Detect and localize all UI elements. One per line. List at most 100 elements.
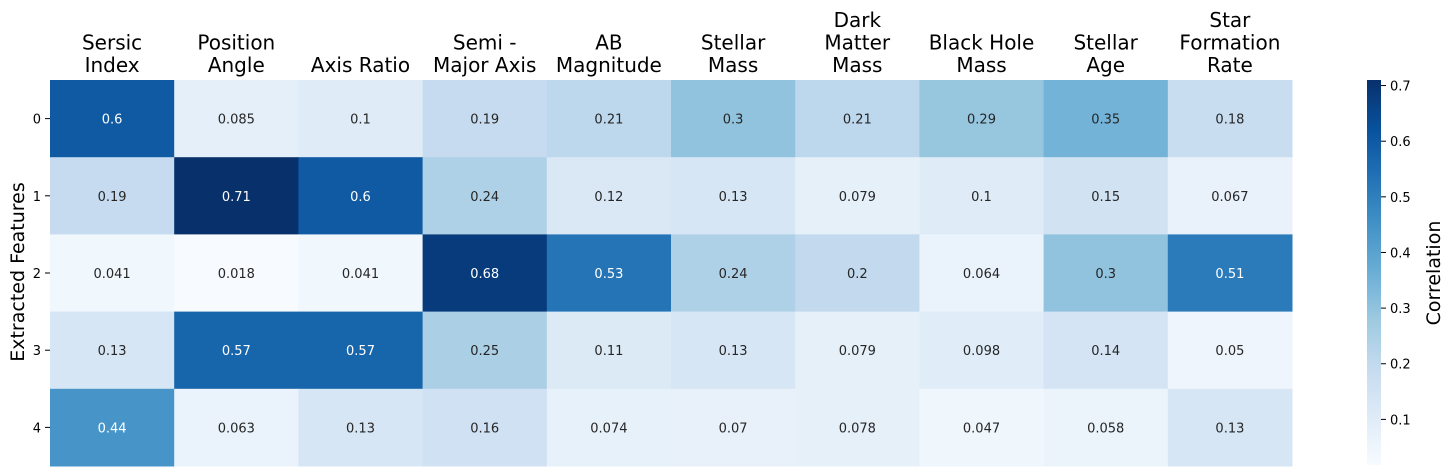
heatmap-cell — [919, 388, 1045, 467]
heatmap-cell — [919, 234, 1045, 313]
cell-value-label: 0.3 — [1095, 267, 1116, 282]
heatmap-cell — [546, 157, 672, 235]
cell-value-label: 0.19 — [470, 113, 499, 128]
heatmap-cell — [795, 157, 920, 235]
heatmap-cells: 0.6 0.085 0.1 0.19 0.21 0.3 0.21 0.29 0.35 0.18 0.… — [50, 80, 1293, 467]
column-label: Dark — [834, 8, 882, 32]
cell-value-label: 0.6 — [350, 190, 371, 205]
heatmap-cell — [546, 388, 672, 467]
colorbar-ticks: 0.1 0.2 0.3 0.4 0.5 0.6 0.7 — [1381, 80, 1411, 428]
cell-value-label: 0.13 — [346, 421, 375, 436]
column-label: Major Axis — [433, 53, 536, 77]
cell-value-label: 0.14 — [1091, 344, 1120, 359]
heatmap-cell — [671, 388, 796, 467]
cell-value-label: 0.57 — [346, 344, 375, 359]
heatmap-cell — [298, 388, 424, 467]
column-label: Matter — [824, 31, 891, 55]
cell-value-label: 0.018 — [218, 267, 255, 282]
heatmap-cell — [546, 234, 672, 313]
cell-value-label: 0.078 — [839, 421, 876, 436]
column-label: Stellar — [701, 31, 766, 55]
column-label: Star — [1209, 8, 1251, 32]
heatmap-cell — [795, 311, 920, 390]
cell-value-label: 0.21 — [843, 113, 872, 128]
cell-value-label: 0.064 — [963, 267, 1000, 282]
heatmap-cell — [422, 234, 548, 313]
heatmap-cell — [1167, 311, 1293, 390]
row-label: 0 — [33, 113, 41, 128]
cell-value-label: 0.1 — [971, 190, 992, 205]
cell-value-label: 0.18 — [1215, 113, 1244, 128]
heatmap-cell — [1043, 311, 1169, 390]
heatmap-cell — [174, 311, 299, 390]
heatmap-cell — [174, 80, 299, 158]
cell-value-label: 0.57 — [222, 344, 251, 359]
heatmap-cell — [174, 234, 299, 313]
heatmap-cell — [50, 157, 175, 235]
column-label: Sersic — [82, 31, 142, 55]
heatmap-cell — [1043, 234, 1169, 313]
cell-value-label: 0.53 — [594, 267, 623, 282]
cell-value-label: 0.3 — [723, 113, 744, 128]
heatmap-cell — [671, 234, 796, 313]
cell-value-label: 0.24 — [470, 190, 499, 205]
cell-value-label: 0.063 — [218, 421, 255, 436]
column-label: Index — [85, 53, 140, 77]
cell-value-label: 0.68 — [470, 267, 499, 282]
column-label: Stellar — [1073, 31, 1138, 55]
heatmap-cell — [795, 80, 920, 158]
cell-value-label: 0.13 — [1215, 421, 1244, 436]
colorbar-tick-label: 0.7 — [1390, 80, 1411, 95]
column-label: Age — [1086, 53, 1125, 77]
row-label: 3 — [33, 344, 41, 359]
column-label: AB — [595, 31, 622, 55]
heatmap-cell — [174, 157, 299, 235]
column-label: Angle — [208, 53, 265, 77]
cell-value-label: 0.25 — [470, 344, 499, 359]
heatmap-cell — [1167, 157, 1293, 235]
cell-value-label: 0.058 — [1087, 421, 1124, 436]
column-label: Rate — [1207, 53, 1253, 77]
heatmap-cell — [1043, 157, 1169, 235]
colorbar-tick-label: 0.6 — [1390, 135, 1411, 150]
heatmap-cell — [422, 80, 548, 158]
row-label: 4 — [33, 421, 41, 436]
cell-value-label: 0.15 — [1091, 190, 1120, 205]
row-label: 2 — [33, 267, 41, 282]
column-label: Mass — [832, 53, 882, 77]
cell-value-label: 0.51 — [1215, 267, 1244, 282]
colorbar-tick-label: 0.4 — [1390, 246, 1411, 261]
heatmap-cell — [919, 311, 1045, 390]
heatmap-cell — [671, 157, 796, 235]
cell-value-label: 0.1 — [350, 113, 371, 128]
cell-value-label: 0.16 — [470, 421, 499, 436]
cell-value-label: 0.074 — [590, 421, 627, 436]
cell-value-label: 0.079 — [839, 190, 876, 205]
cell-value-label: 0.041 — [93, 267, 130, 282]
heatmap-cell — [50, 80, 175, 158]
heatmap-cell — [298, 234, 424, 313]
heatmap-cell — [671, 80, 796, 158]
column-label: Mass — [956, 53, 1006, 77]
colorbar-tick-label: 0.3 — [1390, 302, 1411, 317]
cell-value-label: 0.05 — [1215, 344, 1244, 359]
column-label: Magnitude — [556, 53, 662, 77]
row-label: 1 — [33, 190, 41, 205]
heatmap-cell — [546, 311, 672, 390]
cell-value-label: 0.047 — [963, 421, 1000, 436]
y-axis-label: Extracted Features — [7, 182, 29, 362]
colorbar-tick-label: 0.1 — [1390, 413, 1411, 428]
heatmap-cell — [50, 234, 175, 313]
heatmap-cell — [422, 157, 548, 235]
heatmap-cell — [50, 311, 175, 390]
heatmap-cell — [298, 157, 424, 235]
heatmap-cell — [1167, 234, 1293, 313]
column-label: Position — [197, 31, 275, 55]
heatmap-cell — [1167, 388, 1293, 467]
heatmap-cell — [546, 80, 672, 158]
heatmap-cell — [1043, 388, 1169, 467]
column-label: Formation — [1179, 31, 1280, 55]
cell-value-label: 0.098 — [963, 344, 1000, 359]
column-label: Semi - — [453, 31, 517, 55]
